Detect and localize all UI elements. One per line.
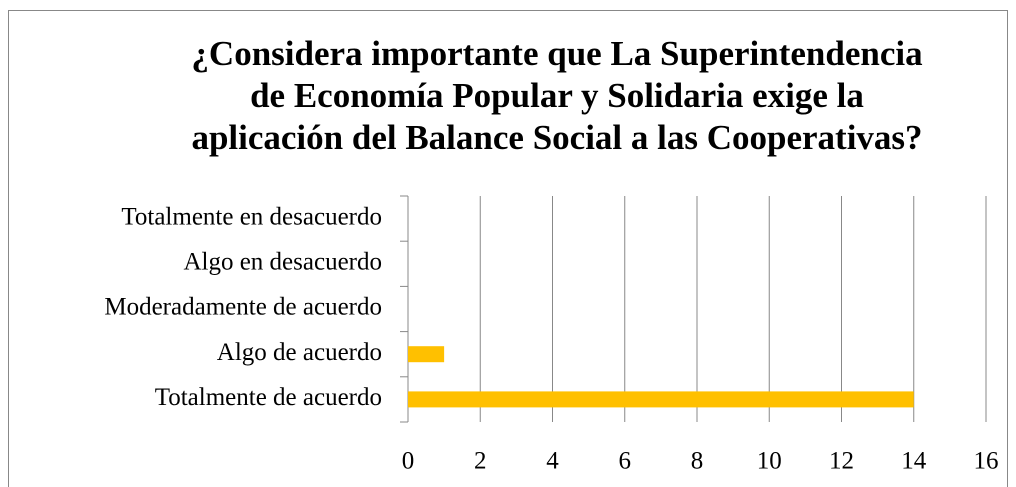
x-tick-label: 8 xyxy=(691,448,704,475)
y-tick-label: Algo de acuerdo xyxy=(217,339,382,366)
y-tick-label: Totalmente en desacuerdo xyxy=(121,203,382,230)
chart-title: de Economía Popular y Solidaria exige la xyxy=(250,76,864,115)
x-tick-label: 12 xyxy=(829,448,854,475)
x-tick-label: 14 xyxy=(901,448,927,475)
y-tick-label: Algo en desacuerdo xyxy=(183,249,382,276)
chart-title: ¿Considera importante que La Superintend… xyxy=(191,34,922,73)
x-tick-label: 10 xyxy=(757,448,782,475)
x-tick-label: 6 xyxy=(619,448,632,475)
bar xyxy=(408,391,914,408)
x-tick-label: 2 xyxy=(474,448,487,475)
x-tick-label: 16 xyxy=(974,448,999,475)
x-tick-label: 4 xyxy=(546,448,559,475)
y-tick-label: Moderadamente de acuerdo xyxy=(104,294,382,321)
x-tick-label: 0 xyxy=(402,448,415,475)
y-tick-label: Totalmente de acuerdo xyxy=(155,384,382,411)
bar xyxy=(408,346,445,363)
chart-title: aplicación del Balance Social a las Coop… xyxy=(191,118,922,157)
